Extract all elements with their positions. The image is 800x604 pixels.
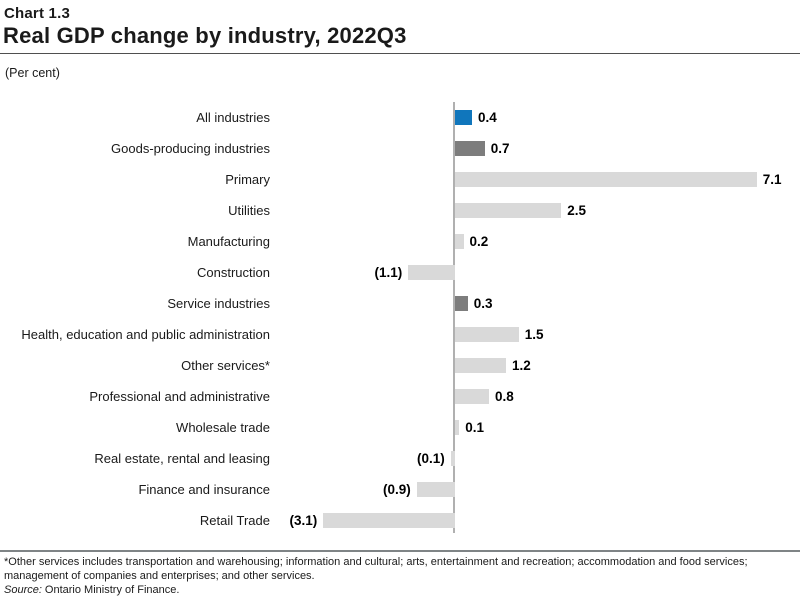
category-label: Retail Trade	[199, 513, 270, 528]
category-label: Construction	[197, 265, 270, 280]
value-label: 1.2	[512, 358, 531, 373]
bar	[455, 234, 464, 249]
value-label: 2.5	[567, 203, 587, 218]
category-label: Primary	[225, 172, 270, 187]
source-line: Source: Ontario Ministry of Finance.	[4, 584, 179, 596]
category-label: Manufacturing	[187, 234, 270, 249]
bar	[450, 451, 455, 466]
value-label: 0.8	[495, 389, 514, 404]
category-label: Wholesale trade	[176, 420, 270, 435]
value-label: (0.1)	[416, 451, 445, 466]
footer-divider	[0, 550, 800, 552]
category-label: Goods-producing industries	[111, 141, 270, 156]
bar	[455, 327, 519, 342]
value-label: 0.7	[490, 141, 510, 156]
footnote: *Other services includes transportation …	[4, 556, 748, 582]
bar	[455, 358, 506, 373]
category-label: Professional and administrative	[89, 389, 270, 404]
y-axis-line	[453, 102, 455, 533]
value-label: 1.5	[524, 327, 544, 342]
bar	[455, 203, 562, 218]
value-label: (3.1)	[289, 513, 318, 528]
bar-chart: All industries 0.4 Goods-producing industr…	[0, 96, 800, 542]
source-text: Ontario Ministry of Finance.	[44, 584, 180, 596]
chart-number: Chart 1.3	[4, 5, 70, 22]
value-label: 0.1	[465, 420, 485, 435]
category-label: Finance and insurance	[138, 482, 270, 497]
value-label: 7.1	[762, 172, 782, 187]
bar	[416, 482, 455, 497]
bar	[455, 296, 468, 311]
bar	[408, 265, 455, 280]
value-label: 0.2	[469, 234, 489, 249]
category-label: Health, education and public administrat…	[21, 327, 270, 342]
bar	[455, 420, 460, 435]
value-label: 0.4	[478, 110, 497, 125]
category-label: Real estate, rental and leasing	[94, 451, 270, 466]
bar	[455, 172, 757, 187]
category-label: Utilities	[228, 203, 270, 218]
bar	[455, 389, 489, 404]
category-label: All industries	[196, 110, 270, 125]
category-label: Service industries	[167, 296, 270, 311]
bar	[455, 110, 472, 125]
bar	[323, 513, 455, 528]
category-label: Other services*	[181, 358, 270, 373]
bar	[455, 141, 485, 156]
unit-label: (Per cent)	[5, 66, 60, 80]
page-title: Real GDP change by industry, 2022Q3	[3, 23, 407, 48]
value-label: 0.3	[473, 296, 493, 311]
source-label: Source:	[4, 584, 42, 596]
value-label: (0.9)	[382, 482, 411, 497]
title-divider	[0, 53, 800, 54]
value-label: (1.1)	[374, 265, 403, 280]
